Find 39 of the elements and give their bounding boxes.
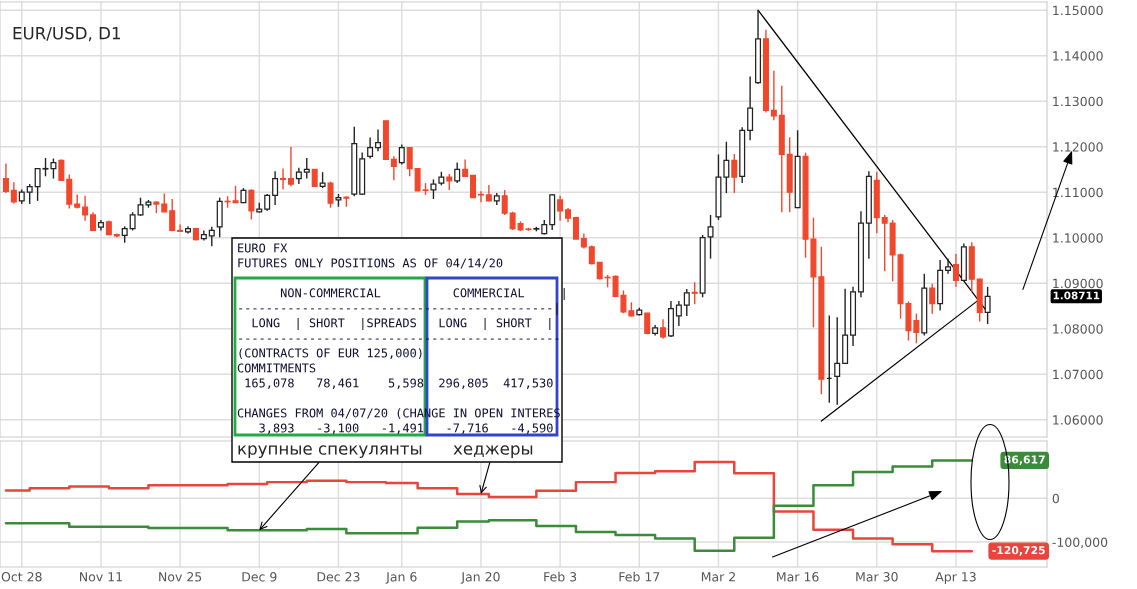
x-tick-label: Oct 28 — [1, 572, 42, 582]
y-tick-label: 1.08000 — [1053, 324, 1103, 334]
annotation: NON-COMMERCIAL COMMERCIAL | — [280, 288, 565, 300]
y-tick-label: 1.10000 — [1053, 233, 1103, 243]
y-tick-label: 1.06000 — [1053, 415, 1103, 425]
annotation: хеджеры — [453, 445, 533, 459]
annotation: FUTURES ONLY POSITIONS AS OF 04/14/20 — [238, 258, 503, 269]
x-tick-label: Apr 13 — [935, 572, 976, 584]
x-tick-label: Nov 11 — [80, 572, 122, 582]
x-tick-label: Feb 3 — [544, 571, 577, 582]
x-tick-label: Jan 6 — [385, 572, 417, 584]
annotation: LONG | SHORT |SPREADS LONG | SHORT | — [252, 318, 551, 330]
x-tick-label: Mar 16 — [777, 572, 819, 582]
y-tick-label: -100,000 — [1052, 537, 1108, 549]
annotation: (CONTRACTS OF EUR 125,000) — [239, 348, 422, 359]
x-tick-label: Mar 30 — [856, 572, 898, 582]
y-tick-label: 1.07000 — [1053, 369, 1103, 380]
annotation: EURO FX — [238, 243, 288, 253]
x-tick-label: Feb 17 — [619, 571, 660, 582]
x-tick-label: Dec 9 — [242, 572, 277, 582]
x-tick-label: Dec 23 — [317, 572, 360, 582]
x-tick-label: Mar 2 — [701, 572, 735, 582]
y-tick-label: 1.12000 — [1053, 142, 1103, 152]
annotation: 3,893 -3,100 -1,491 -7,716 -4,590 — [259, 423, 553, 434]
x-tick-label: Jan 20 — [460, 572, 500, 584]
text: 1.08711 — [1053, 291, 1100, 300]
y-tick-label: 0 — [1052, 493, 1059, 504]
text: -120,725 — [992, 546, 1045, 556]
y-tick-label: 1.15000 — [1053, 5, 1103, 16]
y-tick-label: 1.13000 — [1053, 96, 1103, 107]
x-tick-label: Nov 25 — [159, 572, 202, 582]
y-tick-label: 1.09000 — [1053, 278, 1103, 289]
y-tick-label: 1.14000 — [1053, 51, 1103, 61]
annotation: --------------------------------------------- — [239, 338, 559, 340]
text: 86,617 — [1004, 455, 1045, 465]
annotation: крупные спекулянты — [238, 445, 422, 459]
text: EUR/USD, D1 — [13, 26, 121, 42]
annotation: 165,078 78,461 5,598 296,805 417,530 — [245, 378, 553, 389]
annotation: COMMITMENTS — [237, 363, 316, 373]
